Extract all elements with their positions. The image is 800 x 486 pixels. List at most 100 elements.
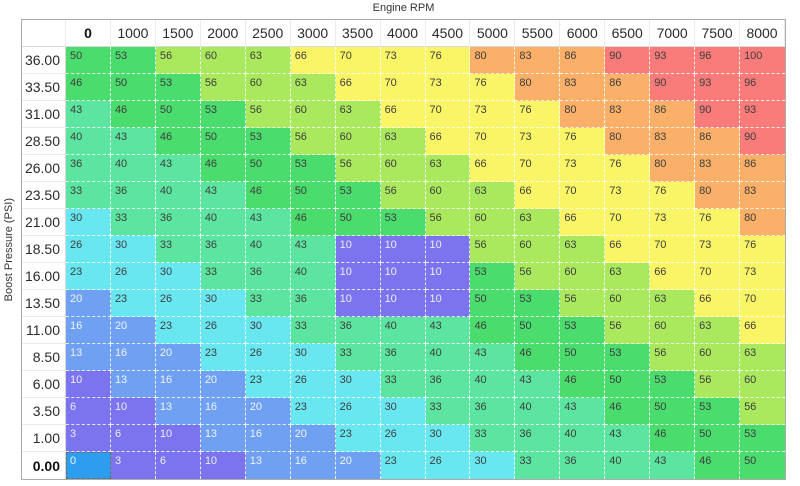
table-cell[interactable]: 16 xyxy=(200,398,246,425)
table-cell[interactable]: 13 xyxy=(200,425,246,452)
table-cell[interactable]: 16 xyxy=(245,425,291,452)
table-cell[interactable]: 46 xyxy=(650,425,696,452)
table-cell[interactable]: 50 xyxy=(110,74,156,101)
table-cell[interactable]: 36 xyxy=(380,344,426,371)
table-cell[interactable]: 63 xyxy=(605,263,651,290)
table-cell[interactable]: 40 xyxy=(605,452,651,479)
table-cell[interactable]: 26 xyxy=(245,344,291,371)
table-cell[interactable]: 50 xyxy=(66,47,111,74)
table-cell[interactable]: 20 xyxy=(245,398,291,425)
table-cell[interactable]: 73 xyxy=(740,263,785,290)
table-cell[interactable]: 33 xyxy=(200,263,246,290)
table-cell[interactable]: 96 xyxy=(695,47,741,74)
table-cell[interactable]: 20 xyxy=(155,344,201,371)
table-cell[interactable]: 80 xyxy=(695,182,741,209)
table-cell[interactable]: 70 xyxy=(380,74,426,101)
table-cell[interactable]: 56 xyxy=(380,182,426,209)
table-cell[interactable]: 56 xyxy=(200,74,246,101)
table-cell[interactable]: 50 xyxy=(470,290,516,317)
table-cell[interactable]: 53 xyxy=(155,74,201,101)
table-cell[interactable]: 63 xyxy=(335,101,381,128)
table-cell[interactable]: 66 xyxy=(695,290,741,317)
table-cell[interactable]: 40 xyxy=(425,344,471,371)
table-cell[interactable]: 90 xyxy=(605,47,651,74)
table-cell[interactable]: 46 xyxy=(155,128,201,155)
table-cell[interactable]: 36 xyxy=(245,263,291,290)
table-cell[interactable]: 36 xyxy=(290,290,336,317)
table-cell[interactable]: 66 xyxy=(425,128,471,155)
table-cell[interactable]: 23 xyxy=(155,317,201,344)
table-cell[interactable]: 60 xyxy=(740,371,785,398)
table-cell[interactable]: 80 xyxy=(515,74,561,101)
table-cell[interactable]: 70 xyxy=(560,182,606,209)
table-cell[interactable]: 46 xyxy=(110,101,156,128)
table-cell[interactable]: 83 xyxy=(560,74,606,101)
table-cell[interactable]: 56 xyxy=(740,398,785,425)
table-cell[interactable]: 26 xyxy=(425,452,471,479)
table-cell[interactable]: 10 xyxy=(380,263,426,290)
table-cell[interactable]: 46 xyxy=(66,74,111,101)
table-cell[interactable]: 10 xyxy=(425,290,471,317)
table-cell[interactable]: 40 xyxy=(290,263,336,290)
table-cell[interactable]: 36 xyxy=(515,425,561,452)
table-cell[interactable]: 80 xyxy=(605,128,651,155)
table-cell[interactable]: 30 xyxy=(110,236,156,263)
table-cell[interactable]: 46 xyxy=(695,452,741,479)
table-cell[interactable]: 50 xyxy=(560,344,606,371)
table-cell[interactable]: 23 xyxy=(110,290,156,317)
table-cell[interactable]: 70 xyxy=(695,263,741,290)
table-cell[interactable]: 63 xyxy=(290,74,336,101)
table-cell[interactable]: 43 xyxy=(200,182,246,209)
table-cell[interactable]: 33 xyxy=(245,290,291,317)
table-cell[interactable]: 90 xyxy=(740,128,785,155)
table-cell[interactable]: 56 xyxy=(335,155,381,182)
table-cell[interactable]: 33 xyxy=(380,371,426,398)
table-cell[interactable]: 83 xyxy=(515,47,561,74)
table-cell[interactable]: 80 xyxy=(560,101,606,128)
table-cell[interactable]: 73 xyxy=(425,74,471,101)
table-cell[interactable]: 66 xyxy=(335,74,381,101)
table-cell[interactable]: 10 xyxy=(335,263,381,290)
table-cell[interactable]: 36 xyxy=(425,371,471,398)
table-cell[interactable]: 60 xyxy=(470,209,516,236)
table-cell[interactable]: 70 xyxy=(470,128,516,155)
table-cell[interactable]: 50 xyxy=(605,371,651,398)
table-cell[interactable]: 60 xyxy=(560,263,606,290)
table-cell[interactable]: 53 xyxy=(110,47,156,74)
table-cell[interactable]: 80 xyxy=(470,47,516,74)
table-cell[interactable]: 33 xyxy=(335,344,381,371)
table-cell[interactable]: 66 xyxy=(560,209,606,236)
table-cell[interactable]: 40 xyxy=(515,398,561,425)
table-cell[interactable]: 66 xyxy=(740,317,785,344)
table-cell[interactable]: 50 xyxy=(200,128,246,155)
table-cell[interactable]: 36 xyxy=(110,182,156,209)
table-cell[interactable]: 10 xyxy=(335,236,381,263)
table-cell[interactable]: 70 xyxy=(650,236,696,263)
table-cell[interactable]: 20 xyxy=(110,317,156,344)
table-cell[interactable]: 13 xyxy=(110,371,156,398)
table-cell[interactable]: 30 xyxy=(380,398,426,425)
table-cell[interactable]: 53 xyxy=(335,182,381,209)
table-cell[interactable]: 70 xyxy=(515,155,561,182)
table-cell[interactable]: 36 xyxy=(66,155,111,182)
table-cell[interactable]: 6 xyxy=(110,425,156,452)
table-cell[interactable]: 83 xyxy=(650,128,696,155)
table-cell[interactable]: 53 xyxy=(515,290,561,317)
table-cell[interactable]: 50 xyxy=(290,182,336,209)
table-cell[interactable]: 53 xyxy=(200,101,246,128)
table-cell[interactable]: 13 xyxy=(245,452,291,479)
table-cell[interactable]: 26 xyxy=(290,371,336,398)
table-cell[interactable]: 16 xyxy=(155,371,201,398)
table-cell[interactable]: 16 xyxy=(66,317,111,344)
table-cell[interactable]: 63 xyxy=(740,344,785,371)
table-cell[interactable]: 100 xyxy=(740,47,785,74)
table-cell[interactable]: 10 xyxy=(110,398,156,425)
table-cell[interactable]: 73 xyxy=(695,236,741,263)
table-cell[interactable]: 76 xyxy=(515,101,561,128)
table-cell[interactable]: 70 xyxy=(605,209,651,236)
table-cell[interactable]: 60 xyxy=(695,344,741,371)
table-cell[interactable]: 23 xyxy=(200,344,246,371)
table-cell[interactable]: 46 xyxy=(515,344,561,371)
table-cell[interactable]: 40 xyxy=(470,371,516,398)
table-cell[interactable]: 63 xyxy=(245,47,291,74)
